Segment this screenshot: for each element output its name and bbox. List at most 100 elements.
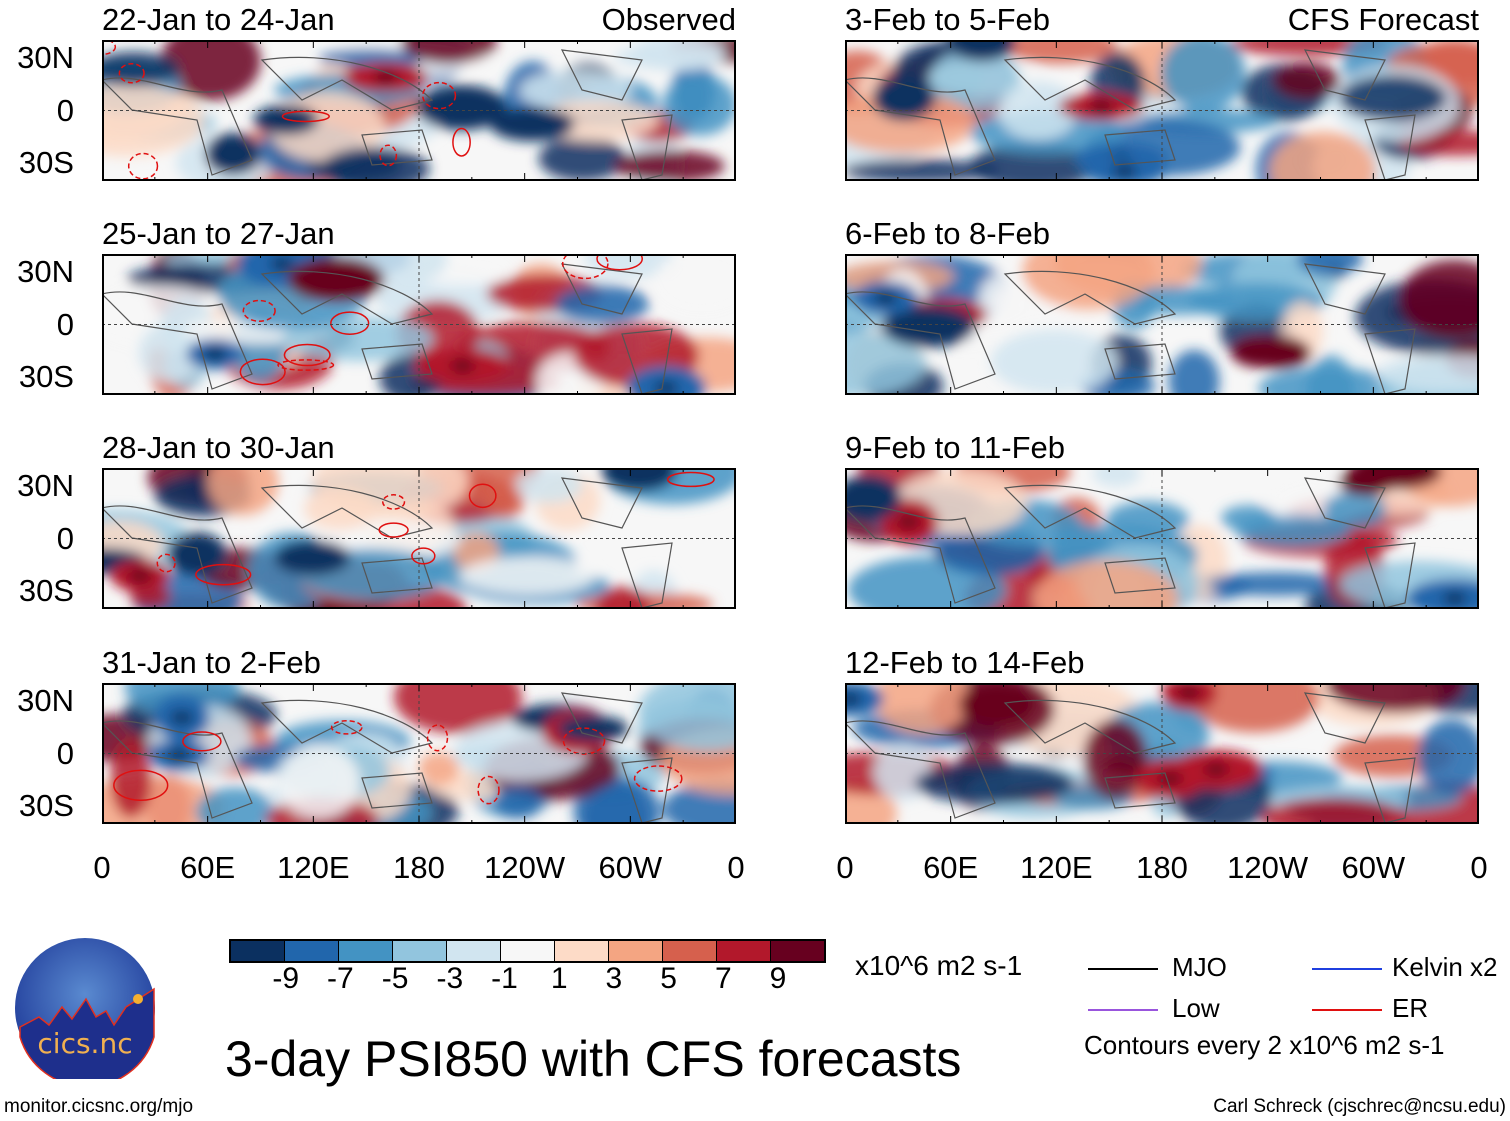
er-contour [118,62,145,84]
coastlines [100,477,673,609]
colorbar-swatch [231,941,285,961]
panel-tag: CFS Forecast [1287,2,1479,37]
psi850-map-panel [43,19,766,210]
coastlines [843,692,1416,824]
psi850-map-panel [804,655,1510,847]
lat-label: 0 [56,306,74,342]
lon-label: 120W [1227,850,1309,885]
colorbar [229,939,826,963]
er-contour [330,311,370,336]
colorbar-swatch [609,941,663,961]
lon-label: 0 [1470,850,1488,885]
colorbar-label: 9 [769,962,787,995]
legend-mjo: MJO [1088,952,1227,983]
lat-label: 0 [56,735,74,771]
colorbar-swatch [555,941,609,961]
er-contour [113,769,169,801]
lon-label: 60E [923,850,979,885]
er-contour [378,522,409,538]
legend-line-er [1312,1009,1382,1012]
legend-er: ER [1312,993,1428,1024]
lon-label: 120W [484,850,566,885]
lon-label: 180 [393,850,445,885]
lat-label: 0 [56,520,74,556]
panel-title: 31-Jan to 2-Feb [102,645,321,680]
panel-title: 12-Feb to 14-Feb [845,645,1085,680]
er-contour [452,127,471,157]
lat-label: 30S [18,359,74,394]
lat-label: 30S [18,145,74,180]
logo-text: cics.nc [37,1027,132,1060]
lat-label: 30N [17,683,74,718]
er-contour [277,359,335,371]
legend-low: Low [1088,993,1220,1024]
er-contour [421,81,457,110]
colorbar-swatch [771,941,824,961]
colorbar-label: 3 [605,962,623,995]
er-contour [283,343,331,367]
coastlines [843,263,1416,395]
lon-label: 0 [836,850,854,885]
coastlines [100,692,673,824]
cics-logo[interactable]: cics.nc [14,937,156,1088]
er-contour [239,358,286,386]
lon-label: 120E [277,850,350,885]
er-contour [382,494,406,510]
lon-label: 120E [1020,850,1093,885]
coastlines [843,49,1416,181]
er-contour [468,483,497,509]
coastlines [843,477,1416,609]
colorbar-swatch [339,941,393,961]
lon-label: 0 [727,850,745,885]
panel-title: 25-Jan to 27-Jan [102,216,335,251]
lat-label: 30N [17,40,74,75]
lat-label: 30S [18,573,74,608]
panel-title: 6-Feb to 8-Feb [845,216,1051,251]
colorbar-swatch [393,941,447,961]
er-contour [195,563,252,586]
panel-title: 9-Feb to 11-Feb [845,430,1065,465]
panel-title: 22-Jan to 24-Jan [102,2,335,37]
site-url[interactable]: monitor.cicsnc.org/mjo [4,1096,194,1117]
colorbar-label: 7 [714,962,732,995]
legend-line-kelvin [1312,968,1382,971]
er-contour [477,775,500,805]
psi850-map-panel [790,21,1510,211]
colorbar-swatch [285,941,339,961]
legend-kelvin: Kelvin x2 [1312,952,1498,983]
er-contour [127,152,159,180]
lat-label: 30S [18,788,74,823]
er-contour [411,547,436,565]
colorbar-label: -1 [491,962,518,995]
panel-tag: Observed [601,2,736,37]
er-contour [666,471,715,488]
er-contour [379,144,398,167]
contour-note: Contours every 2 x10^6 m2 s-1 [1084,1030,1445,1060]
colorbar-swatch [663,941,717,961]
colorbar-label: 1 [550,962,568,995]
psi850-map-panel [829,449,1510,638]
figure-title: 3-day PSI850 with CFS forecasts [225,1031,962,1087]
lat-label: 30N [17,468,74,503]
psi850-map-panel [71,660,808,856]
lat-label: 0 [56,92,74,128]
colorbar-label: -9 [272,962,300,995]
colorbar-label: -5 [381,962,409,995]
coastlines [100,49,673,181]
colorbar-units: x10^6 m2 s-1 [855,950,1023,981]
panel-title: 3-Feb to 5-Feb [845,2,1051,37]
er-contour [633,765,683,792]
colorbar-label: -7 [327,962,354,995]
psi850-map-panel [778,228,1510,435]
lon-label: 0 [93,850,111,885]
legend-line-low [1088,1009,1158,1012]
colorbar-label: 5 [660,962,677,995]
colorbar-swatch [447,941,501,961]
lon-label: 60W [598,850,663,885]
lon-label: 60W [1341,850,1406,885]
panel-title: 28-Jan to 30-Jan [102,430,335,465]
er-contour [281,110,330,123]
colorbar-label: -3 [436,962,464,995]
credit: Carl Schreck (cjschrec@ncsu.edu) [1213,1096,1506,1117]
